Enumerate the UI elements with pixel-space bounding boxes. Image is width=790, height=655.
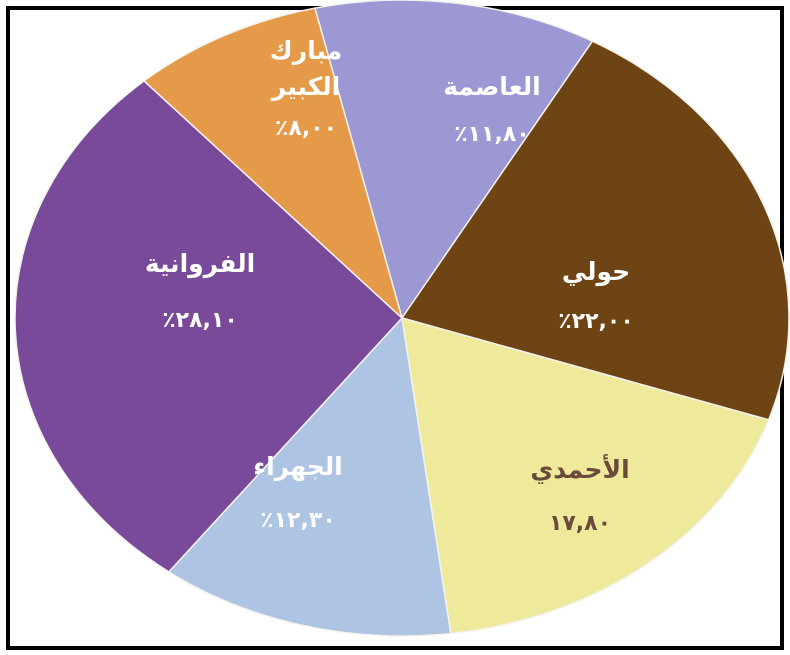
slice-value-label: ١٧,٨٠: [549, 511, 611, 536]
pie-slice: [400, 40, 790, 421]
slice-label: الفروانية: [145, 249, 255, 279]
pie-labels: العاصمة ٪١١,٨٠ حولي ٪٢٢,٠٠ الأحمدي ١٧,٨٠ الجهر…: [145, 36, 634, 536]
pie-slice: [14, 79, 404, 573]
pie-slices: [14, 0, 790, 637]
slice-label: الكبير: [270, 72, 340, 102]
slice-label: الجهراء: [253, 452, 342, 482]
pie-slice: [313, 0, 594, 320]
slice-value-label: ٪٢٨,١٠: [162, 308, 238, 333]
slice-value-label: ٪٨,٠٠: [275, 116, 337, 141]
pie-slice: [401, 316, 770, 635]
slice-label: مبارك: [270, 36, 342, 65]
slice-label: الأحمدي: [530, 454, 629, 485]
slice-value-label: ٪١٢,٣٠: [260, 508, 336, 533]
slice-label: حولي: [562, 257, 630, 287]
slice-value-label: ٪١١,٨٠: [454, 122, 530, 147]
pie-slice: [167, 316, 452, 637]
blank-corner-patch: [14, 592, 197, 640]
slice-value-label: ٪٢٢,٠٠: [558, 309, 634, 334]
pie-slice: [142, 7, 404, 321]
slice-label: العاصمة: [443, 72, 541, 101]
